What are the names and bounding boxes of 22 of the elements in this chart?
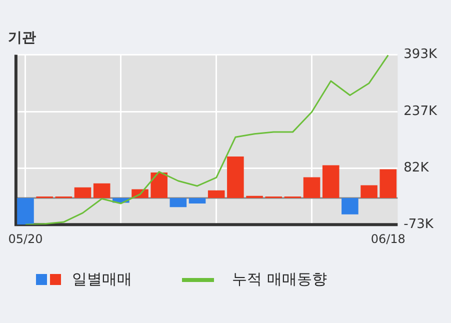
bar: [342, 198, 358, 214]
bar: [150, 172, 168, 198]
bar: [93, 183, 110, 198]
bar: [208, 190, 225, 198]
y-tick-label: 82K: [404, 160, 430, 176]
x-tick-label: 06/18: [370, 232, 406, 246]
bar: [227, 156, 244, 198]
legend-label: 누적 매매동향: [232, 270, 327, 289]
chart-title: 기관: [8, 30, 36, 46]
bar: [17, 198, 34, 225]
y-tick-label: 393K: [404, 47, 438, 62]
bar: [188, 198, 206, 204]
bar: [303, 177, 320, 198]
bar: [360, 185, 378, 198]
y-tick-label: -73K: [404, 216, 434, 232]
legend-label: 일별매매: [72, 270, 132, 289]
bar: [170, 198, 187, 208]
bar: [380, 169, 397, 198]
y-tick-label: 237K: [404, 104, 438, 120]
bar: [74, 187, 92, 198]
bar: [322, 165, 340, 198]
x-tick-label: 05/20: [8, 232, 43, 246]
